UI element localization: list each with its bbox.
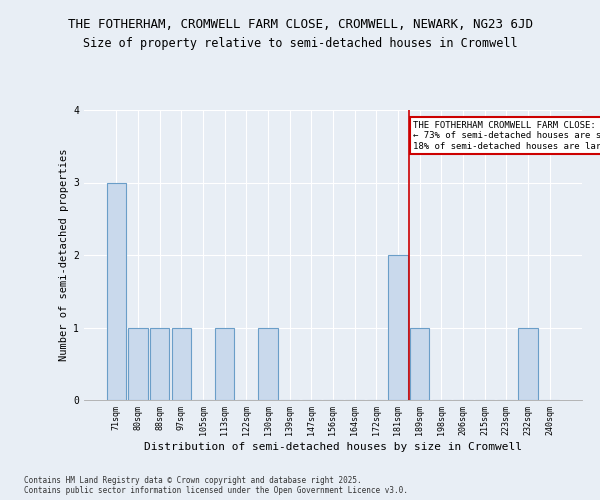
Text: THE FOTHERHAM, CROMWELL FARM CLOSE, CROMWELL, NEWARK, NG23 6JD: THE FOTHERHAM, CROMWELL FARM CLOSE, CROM… xyxy=(67,18,533,30)
Bar xyxy=(258,328,278,400)
Bar xyxy=(388,255,408,400)
Bar xyxy=(172,328,191,400)
Bar xyxy=(215,328,235,400)
Text: Size of property relative to semi-detached houses in Cromwell: Size of property relative to semi-detach… xyxy=(83,38,517,51)
X-axis label: Distribution of semi-detached houses by size in Cromwell: Distribution of semi-detached houses by … xyxy=(144,442,522,452)
Text: Contains HM Land Registry data © Crown copyright and database right 2025.
Contai: Contains HM Land Registry data © Crown c… xyxy=(24,476,408,495)
Bar xyxy=(128,328,148,400)
Bar xyxy=(150,328,169,400)
Bar xyxy=(518,328,538,400)
Y-axis label: Number of semi-detached properties: Number of semi-detached properties xyxy=(59,149,69,361)
Bar xyxy=(107,182,126,400)
Text: THE FOTHERHAM CROMWELL FARM CLOSE: 185sqm
← 73% of semi-detached houses are smal: THE FOTHERHAM CROMWELL FARM CLOSE: 185sq… xyxy=(413,121,600,150)
Bar xyxy=(410,328,430,400)
